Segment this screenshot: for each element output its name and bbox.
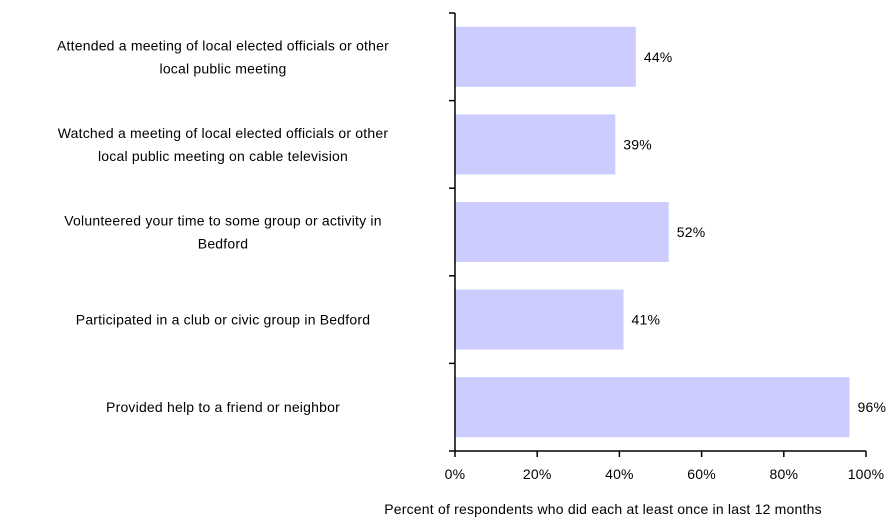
category-label-4: Participated in a club or civic group in… xyxy=(76,312,370,328)
x-tick-label: 40% xyxy=(605,466,634,482)
bar-3 xyxy=(455,202,669,262)
category-label-line: Participated in a club or civic group in… xyxy=(76,312,370,328)
x-tick-label: 20% xyxy=(523,466,552,482)
value-label-2: 39% xyxy=(623,136,652,152)
x-tick-label: 100% xyxy=(848,466,885,482)
bars-layer xyxy=(455,26,850,438)
category-label-2: Watched a meeting of local elected offic… xyxy=(58,125,389,164)
value-label-1: 44% xyxy=(644,49,673,65)
bar-5 xyxy=(455,377,850,438)
x-tick-label: 60% xyxy=(687,466,716,482)
category-labels-layer: Attended a meeting of local elected offi… xyxy=(57,37,389,415)
value-labels-layer: 44% 39% 52% 41% 96% xyxy=(623,49,886,415)
value-label-4: 41% xyxy=(632,312,661,328)
category-label-line: local public meeting xyxy=(160,60,287,76)
category-label-5: Provided help to a friend or neighbor xyxy=(106,399,340,415)
category-label-line: Provided help to a friend or neighbor xyxy=(106,399,340,415)
category-label-line: Watched a meeting of local elected offic… xyxy=(58,125,389,141)
x-tick-label: 0% xyxy=(445,466,466,482)
value-label-3: 52% xyxy=(677,224,706,240)
x-axis-title: Percent of respondents who did each at l… xyxy=(384,501,822,517)
bar-4 xyxy=(455,289,624,350)
category-label-3: Volunteered your time to some group or a… xyxy=(64,213,381,252)
x-tick-label: 80% xyxy=(769,466,798,482)
category-label-line: local public meeting on cable television xyxy=(98,148,348,164)
category-label-line: Volunteered your time to some group or a… xyxy=(64,213,381,229)
value-label-5: 96% xyxy=(858,399,887,415)
category-label-line: Attended a meeting of local elected offi… xyxy=(57,37,389,53)
category-label-line: Bedford xyxy=(198,236,248,252)
x-ticks-layer: 0% 20% 40% 60% 80% 100% xyxy=(445,12,885,482)
bar-1 xyxy=(455,26,636,87)
bar-2 xyxy=(455,114,616,175)
category-label-1: Attended a meeting of local elected offi… xyxy=(57,37,389,76)
axes-layer xyxy=(454,13,866,452)
